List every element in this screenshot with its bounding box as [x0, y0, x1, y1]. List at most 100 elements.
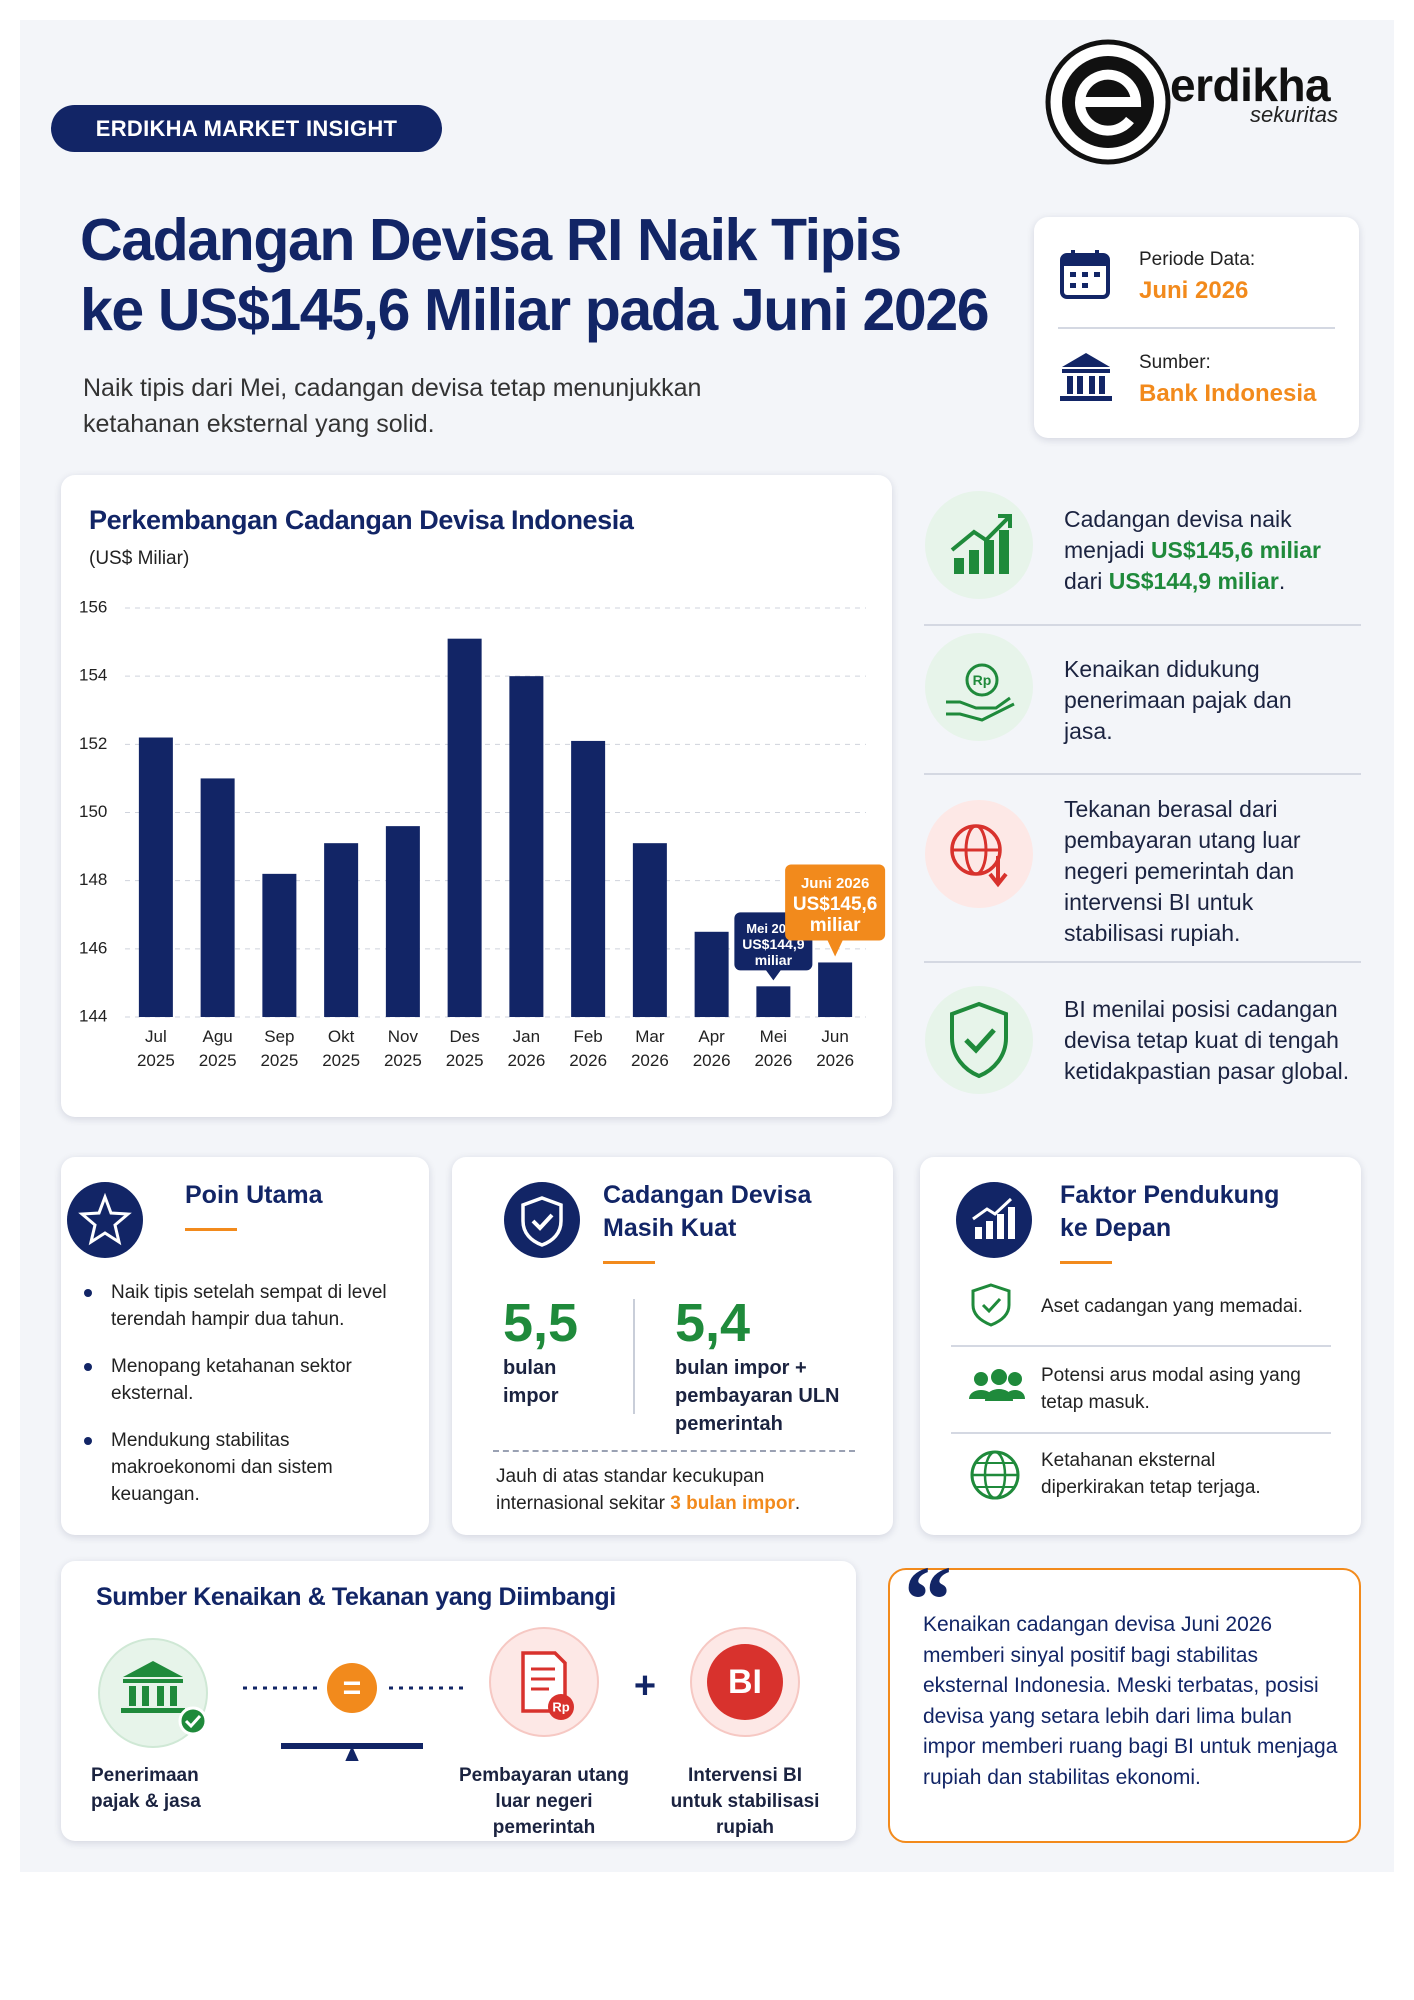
outlook-card: Faktor Pendukung ke Depan Aset cadangan …: [920, 1157, 1361, 1535]
text-segment: Kenaikan didukung penerimaan pajak dan j…: [1064, 656, 1292, 744]
equals-sign: =: [343, 1669, 362, 1705]
callout-box: [785, 864, 886, 941]
meta-card: Periode Data: Juni 2026 Sumber: Bank Ind…: [1034, 217, 1359, 438]
star-icon: [67, 1182, 143, 1258]
subtitle-line: Naik tipis dari Mei, cadangan devisa tet…: [83, 374, 702, 402]
text-segment: Tekanan berasal dari pembayaran utang lu…: [1064, 796, 1301, 946]
x-tick-label: Apr 2026: [693, 1027, 731, 1070]
growth-icon: [956, 1182, 1032, 1258]
bar: [818, 962, 853, 1017]
highlight: 3 bulan impor: [670, 1493, 795, 1514]
brand-logo: [1045, 39, 1171, 165]
x-tick-label: Sep 2025: [260, 1027, 298, 1070]
x-tick-label: Jan 2026: [507, 1027, 545, 1070]
highlight: US$145,6 miliar: [1150, 537, 1321, 563]
title-line: ke US$145,6 Miliar pada Juni 2026: [80, 277, 990, 343]
insight-text: Cadangan devisa naik menjadi US$145,6 mi…: [1064, 504, 1364, 597]
insight-text: Kenaikan didukung penerimaan pajak dan j…: [1064, 654, 1294, 747]
outlook-item: Aset cadangan yang memadai.: [1041, 1296, 1303, 1317]
stat-label: bulan impor: [503, 1357, 559, 1407]
quote-text: Kenaikan cadangan devisa Juni 2026 membe…: [923, 1613, 1338, 1789]
divider: [951, 1432, 1331, 1434]
bar: [632, 843, 667, 1017]
text-segment: .: [1278, 568, 1286, 594]
brand-tagline: sekuritas: [1249, 102, 1338, 127]
divider: [951, 1345, 1331, 1347]
bar: [509, 676, 544, 1017]
reserve-card: Cadangan Devisa Masih Kuat 5,5 bulan imp…: [452, 1157, 893, 1535]
period-label: Periode Data:: [1139, 249, 1256, 270]
bullet: Menopang ketahanan sektor eksternal.: [84, 1353, 411, 1407]
bar: [756, 986, 791, 1017]
note: Jauh di atas standar kecukupan internasi…: [496, 1463, 866, 1517]
bar: [385, 826, 420, 1017]
y-tick-label: 146: [79, 938, 107, 957]
bar: [447, 638, 482, 1017]
bar: [324, 843, 359, 1017]
divider: [633, 1299, 635, 1414]
divider: [924, 624, 1361, 626]
insight-icons: Rp: [925, 491, 1033, 1094]
outlook-item: Ketahanan eksternal diperkirakan tetap t…: [1041, 1450, 1261, 1498]
source-value: Bank Indonesia: [1139, 380, 1317, 407]
callout-text: miliar: [810, 915, 861, 936]
icon-text: BI: [728, 1663, 762, 1701]
dashed-divider: [493, 1450, 855, 1452]
balance-card: Sumber Kenaikan & Tekanan yang Diimbangi…: [61, 1561, 856, 1841]
bar: [262, 873, 297, 1017]
chart: 144 146 148 150 152 154 156 Jul 2025 Agu 2025 Sep 20…: [79, 597, 886, 1070]
stat-label: bulan impor + pembayaran ULN pemerintah: [675, 1357, 840, 1435]
text-segment: dari: [1064, 568, 1109, 594]
y-tick-label: 154: [79, 666, 107, 685]
shield-icon: [504, 1182, 580, 1258]
page-title: Cadangan Devisa RI Naik Tipis ke US$145,…: [80, 205, 990, 345]
title-line: Faktor Pendukung: [1060, 1181, 1280, 1209]
chart-subtitle: (US$ Miliar): [89, 548, 190, 569]
brand-name: erdikha: [1170, 59, 1331, 111]
title-line: ke Depan: [1060, 1214, 1172, 1242]
calendar-icon: [1060, 250, 1110, 299]
x-tick-label: Jul 2025: [137, 1027, 175, 1070]
title-line: Cadangan Devisa RI Naik Tipis: [80, 207, 902, 273]
callout-text: US$145,6: [793, 894, 878, 915]
x-tick-label: Mei 2026: [754, 1027, 792, 1070]
balance-label: Penerimaan pajak & jasa: [91, 1765, 201, 1812]
quote-box: “ Kenaikan cadangan devisa Juni 2026 mem…: [888, 1546, 1361, 1843]
subtitle-line: ketahanan eksternal yang solid.: [83, 410, 435, 438]
svg-text:Rp: Rp: [973, 672, 992, 688]
text-segment: Cadangan devisa naik menjadi: [1064, 506, 1292, 563]
page-subtitle: Naik tipis dari Mei, cadangan devisa tet…: [83, 370, 701, 442]
callout-text: miliar: [755, 952, 793, 968]
card-title: Cadangan Devisa Masih Kuat: [603, 1179, 811, 1245]
outlook-item: Potensi arus modal asing yang tetap masu…: [1041, 1365, 1301, 1413]
title-line: Masih Kuat: [603, 1214, 737, 1242]
x-tick-label: Nov 2025: [384, 1027, 422, 1070]
outlook-icons: [969, 1283, 1025, 1500]
balance-label: Intervensi BI untuk stabilisasi rupiah: [670, 1765, 820, 1838]
callout-pointer: [765, 969, 782, 981]
balance-diagram: = Rp + BI: [98, 1627, 800, 1761]
source-label: Sumber:: [1139, 352, 1211, 373]
x-tick-label: Des 2025: [446, 1027, 484, 1070]
x-tick-label: Jun 2026: [816, 1027, 854, 1070]
card-title: Sumber Kenaikan & Tekanan yang Diimbangi: [96, 1583, 616, 1611]
x-tick-label: Mar 2026: [631, 1027, 669, 1070]
period-value: Juni 2026: [1139, 277, 1249, 304]
card-title: Faktor Pendukung ke Depan: [1060, 1179, 1279, 1245]
bullet: Mendukung stabilitas makroekonomi dan si…: [84, 1427, 411, 1508]
bank-icon: [1060, 353, 1112, 401]
title-underline: [185, 1228, 237, 1231]
y-tick-label: 152: [79, 734, 107, 753]
bar: [571, 740, 606, 1017]
title-underline: [603, 1261, 655, 1264]
x-tick-label: Agu 2025: [199, 1027, 237, 1070]
text-segment: Jauh di atas standar kecukupan internasi…: [496, 1466, 765, 1514]
chart-card: Perkembangan Cadangan Devisa Indonesia (…: [61, 475, 892, 1117]
callout-text: Juni 2026: [801, 875, 869, 892]
divider: [924, 773, 1361, 775]
key-points: Naik tipis setelah sempat di level teren…: [61, 1279, 411, 1528]
key-points-card: Poin Utama Naik tipis setelah sempat di …: [61, 1157, 429, 1535]
balance-label: Pembayaran utang luar negeri pemerintah: [459, 1765, 629, 1838]
bar: [200, 778, 235, 1017]
